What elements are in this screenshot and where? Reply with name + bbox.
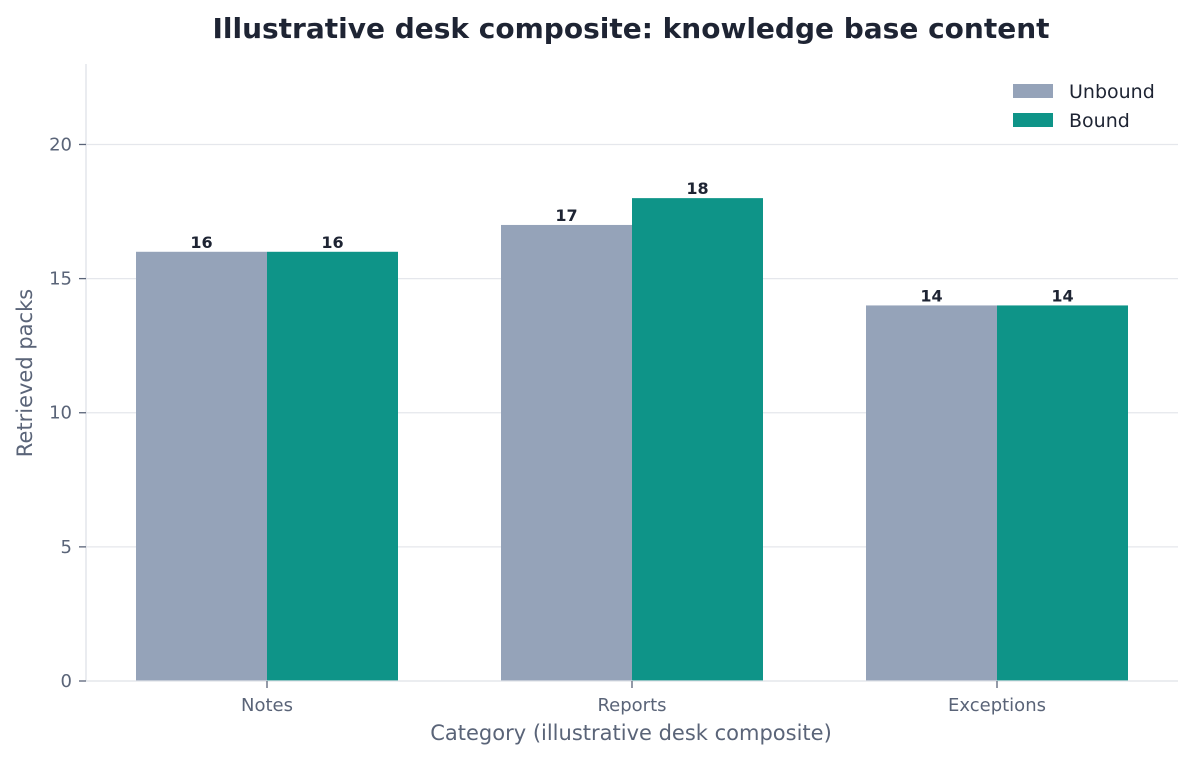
chart-title: Illustrative desk composite: knowledge b… [212, 12, 1049, 45]
x-tick-label-exceptions: Exceptions [948, 695, 1046, 716]
data-label-bound-notes: 16 [321, 233, 343, 252]
bar-bound-notes [267, 251, 398, 682]
y-tick-label-5: 5 [61, 537, 72, 558]
legend-swatch-bound [1013, 113, 1053, 127]
bar-unbound-exceptions [866, 305, 997, 681]
y-axis-ticks: 0 5 10 15 20 [49, 134, 86, 692]
y-tick-label-0: 0 [61, 671, 72, 692]
bar-bound-reports [632, 198, 763, 681]
legend-swatch-unbound [1013, 84, 1053, 98]
x-tick-label-notes: Notes [241, 695, 293, 716]
data-label-unbound-reports: 17 [555, 206, 577, 225]
bar-unbound-notes [136, 251, 267, 682]
data-label-bound-exceptions: 14 [1051, 286, 1073, 305]
x-axis-label: Category (illustrative desk composite) [430, 721, 832, 745]
y-tick-label-20: 20 [49, 134, 72, 155]
y-tick-label-10: 10 [49, 403, 72, 424]
bar-bound-exceptions [997, 305, 1128, 681]
legend: Unbound Bound [1013, 81, 1155, 132]
x-axis-ticks: Notes Reports Exceptions [241, 681, 1046, 716]
data-label-bound-reports: 18 [686, 179, 708, 198]
data-label-unbound-exceptions: 14 [920, 286, 942, 305]
legend-label-unbound: Unbound [1069, 81, 1155, 103]
y-tick-label-15: 15 [49, 269, 72, 290]
bars [136, 198, 1128, 682]
data-label-unbound-notes: 16 [190, 233, 212, 252]
bar-unbound-reports [501, 224, 632, 681]
legend-label-bound: Bound [1069, 110, 1130, 132]
x-tick-label-reports: Reports [597, 695, 666, 716]
data-labels: 16 16 17 18 14 14 [190, 179, 1073, 305]
y-axis-label: Retrieved packs [13, 289, 37, 457]
